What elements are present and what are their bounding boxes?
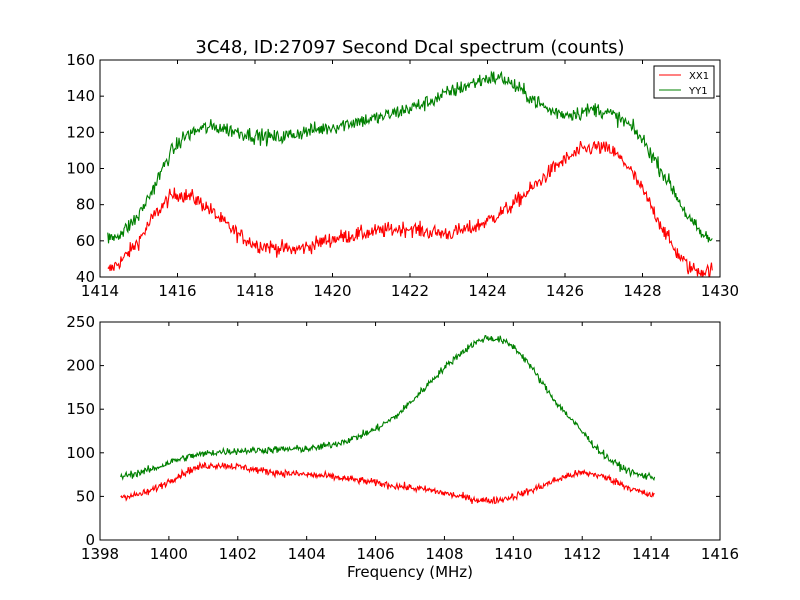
y-tick-label: 250 — [66, 313, 95, 331]
x-tick-label: 1398 — [81, 545, 119, 563]
x-tick-label: 1420 — [313, 282, 351, 300]
x-tick-label: 1402 — [219, 545, 257, 563]
x-tick-label: 1422 — [391, 282, 429, 300]
y-tick-label: 60 — [76, 232, 95, 250]
y-tick-label: 120 — [66, 123, 95, 141]
x-tick-label: 1414 — [632, 545, 670, 563]
legend-label-yy1: YY1 — [688, 86, 708, 97]
x-tick-label: 1428 — [623, 282, 661, 300]
x-tick-label: 1416 — [701, 545, 739, 563]
plot-frame — [99, 321, 721, 541]
series-line-yy1 — [107, 70, 713, 244]
y-tick-label: 150 — [66, 400, 95, 418]
y-tick-label: 40 — [76, 268, 95, 286]
x-tick-label: 1400 — [150, 545, 188, 563]
y-tick-label: 200 — [66, 357, 95, 375]
y-tick-label: 160 — [66, 51, 95, 69]
series-line-xx1 — [120, 461, 655, 505]
bottom-chart: 1398 1400 1402 1404 1406 1408 1410 1412 1414 1416… — [66, 313, 739, 581]
y-tick-label: 140 — [66, 87, 95, 105]
legend-label-xx1: XX1 — [689, 71, 709, 82]
x-tick-label: 1406 — [356, 545, 394, 563]
x-axis-label: Frequency (MHz) — [347, 563, 473, 581]
y-tick-label: 100 — [66, 444, 95, 462]
legend-box — [653, 65, 715, 99]
x-tick-label: 1416 — [158, 282, 196, 300]
x-tick-label: 1410 — [494, 545, 532, 563]
x-tick-label: 1424 — [468, 282, 506, 300]
x-tick-label: 1408 — [425, 545, 463, 563]
x-tick-label: 1412 — [563, 545, 601, 563]
x-tick-label: 1418 — [236, 282, 274, 300]
y-tick-label: 0 — [85, 531, 95, 549]
chart-title: 3C48, ID:27097 Second Dcal spectrum (cou… — [195, 37, 624, 58]
series-line-xx1 — [107, 140, 713, 277]
y-tick-label: 100 — [66, 160, 95, 178]
series-group — [120, 335, 656, 505]
x-tick-label: 1414 — [81, 282, 119, 300]
top-chart: 1414 1416 1418 1420 1422 1424 1426 1428 1430 40 60… — [66, 51, 739, 300]
series-group — [107, 70, 713, 277]
y-tick-label: 80 — [76, 196, 95, 214]
x-tick-label: 1430 — [701, 282, 739, 300]
y-tick-label: 50 — [76, 487, 95, 505]
series-line-yy1 — [120, 335, 656, 481]
x-tick-label: 1426 — [546, 282, 584, 300]
x-tick-label: 1404 — [288, 545, 326, 563]
